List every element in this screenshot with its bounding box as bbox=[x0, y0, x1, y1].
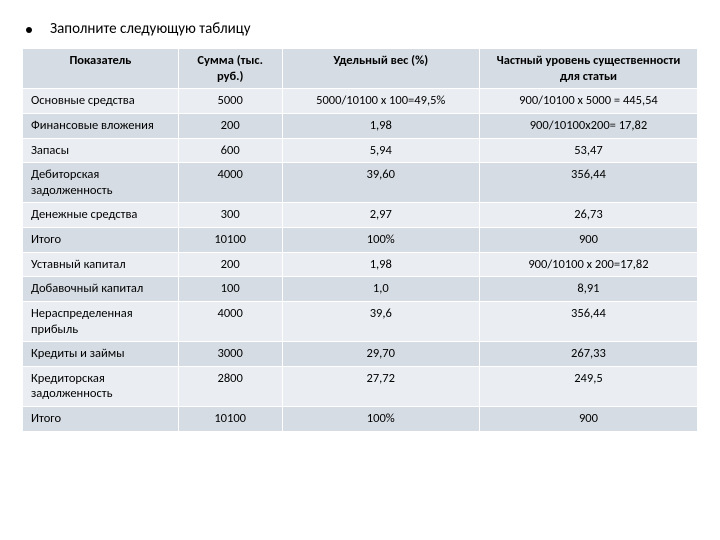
cell-weight: 1,98 bbox=[282, 113, 479, 138]
table-header-row: Показатель Сумма (тыс. руб.) Удельный ве… bbox=[23, 49, 698, 89]
cell-weight: 29,70 bbox=[282, 342, 479, 367]
cell-weight: 100% bbox=[282, 228, 479, 253]
cell-indicator: Нераспределенная прибыль bbox=[23, 301, 179, 341]
cell-indicator: Кредиты и займы bbox=[23, 342, 179, 367]
cell-weight: 2,97 bbox=[282, 203, 479, 228]
cell-sum: 4000 bbox=[178, 163, 282, 203]
cell-level: 900/10100 х 200=17,82 bbox=[479, 252, 697, 277]
cell-sum: 3000 bbox=[178, 342, 282, 367]
cell-weight: 100% bbox=[282, 407, 479, 432]
cell-weight: 1,98 bbox=[282, 252, 479, 277]
cell-weight: 27,72 bbox=[282, 366, 479, 406]
cell-indicator: Дебиторская задолженность bbox=[23, 163, 179, 203]
cell-indicator: Итого bbox=[23, 407, 179, 432]
cell-level: 900 bbox=[479, 228, 697, 253]
cell-level: 900/10100 х 5000 = 445,54 bbox=[479, 89, 697, 114]
table-row: Основные средства50005000/10100 х 100=49… bbox=[23, 89, 698, 114]
table-row: Запасы6005,9453,47 bbox=[23, 138, 698, 163]
table-row: Добавочный капитал1001,08,91 bbox=[23, 277, 698, 302]
cell-indicator: Финансовые вложения bbox=[23, 113, 179, 138]
cell-level: 900 bbox=[479, 407, 697, 432]
table-row: Дебиторская задолженность400039,60356,44 bbox=[23, 163, 698, 203]
cell-sum: 200 bbox=[178, 113, 282, 138]
header-level: Частный уровень существенности для стать… bbox=[479, 49, 697, 89]
table-row: Кредиторская задолженность280027,72249,5 bbox=[23, 366, 698, 406]
cell-indicator: Итого bbox=[23, 228, 179, 253]
table-row: Нераспределенная прибыль400039,6356,44 bbox=[23, 301, 698, 341]
cell-level: 26,73 bbox=[479, 203, 697, 228]
cell-sum: 100 bbox=[178, 277, 282, 302]
cell-level: 900/10100х200= 17,82 bbox=[479, 113, 697, 138]
slide-title: Заполните следующую таблицу bbox=[50, 20, 251, 38]
slide-container: Заполните следующую таблицу Показатель С… bbox=[0, 0, 720, 452]
cell-indicator: Запасы bbox=[23, 138, 179, 163]
table-row: Денежные средства3002,9726,73 bbox=[23, 203, 698, 228]
cell-weight: 5000/10100 х 100=49,5% bbox=[282, 89, 479, 114]
cell-indicator: Денежные средства bbox=[23, 203, 179, 228]
cell-weight: 5,94 bbox=[282, 138, 479, 163]
cell-sum: 200 bbox=[178, 252, 282, 277]
cell-sum: 300 bbox=[178, 203, 282, 228]
header-indicator: Показатель bbox=[23, 49, 179, 89]
cell-indicator: Уставный капитал bbox=[23, 252, 179, 277]
cell-sum: 5000 bbox=[178, 89, 282, 114]
header-weight: Удельный вес (%) bbox=[282, 49, 479, 89]
cell-indicator: Кредиторская задолженность bbox=[23, 366, 179, 406]
cell-level: 356,44 bbox=[479, 163, 697, 203]
title-row: Заполните следующую таблицу bbox=[22, 20, 698, 38]
cell-sum: 4000 bbox=[178, 301, 282, 341]
cell-weight: 39,6 bbox=[282, 301, 479, 341]
cell-sum: 600 bbox=[178, 138, 282, 163]
table-row: Финансовые вложения2001,98900/10100х200=… bbox=[23, 113, 698, 138]
cell-indicator: Основные средства bbox=[23, 89, 179, 114]
cell-sum: 2800 bbox=[178, 366, 282, 406]
cell-level: 356,44 bbox=[479, 301, 697, 341]
cell-weight: 39,60 bbox=[282, 163, 479, 203]
cell-level: 249,5 bbox=[479, 366, 697, 406]
table-row: Кредиты и займы300029,70267,33 bbox=[23, 342, 698, 367]
cell-weight: 1,0 bbox=[282, 277, 479, 302]
table-row: Уставный капитал2001,98900/10100 х 200=1… bbox=[23, 252, 698, 277]
bullet-icon bbox=[26, 27, 32, 33]
cell-sum: 10100 bbox=[178, 407, 282, 432]
cell-level: 53,47 bbox=[479, 138, 697, 163]
table-body: Основные средства50005000/10100 х 100=49… bbox=[23, 89, 698, 431]
header-sum: Сумма (тыс. руб.) bbox=[178, 49, 282, 89]
cell-level: 267,33 bbox=[479, 342, 697, 367]
cell-sum: 10100 bbox=[178, 228, 282, 253]
cell-indicator: Добавочный капитал bbox=[23, 277, 179, 302]
data-table: Показатель Сумма (тыс. руб.) Удельный ве… bbox=[22, 48, 698, 432]
table-row: Итого10100100%900 bbox=[23, 228, 698, 253]
cell-level: 8,91 bbox=[479, 277, 697, 302]
table-row: Итого10100100%900 bbox=[23, 407, 698, 432]
